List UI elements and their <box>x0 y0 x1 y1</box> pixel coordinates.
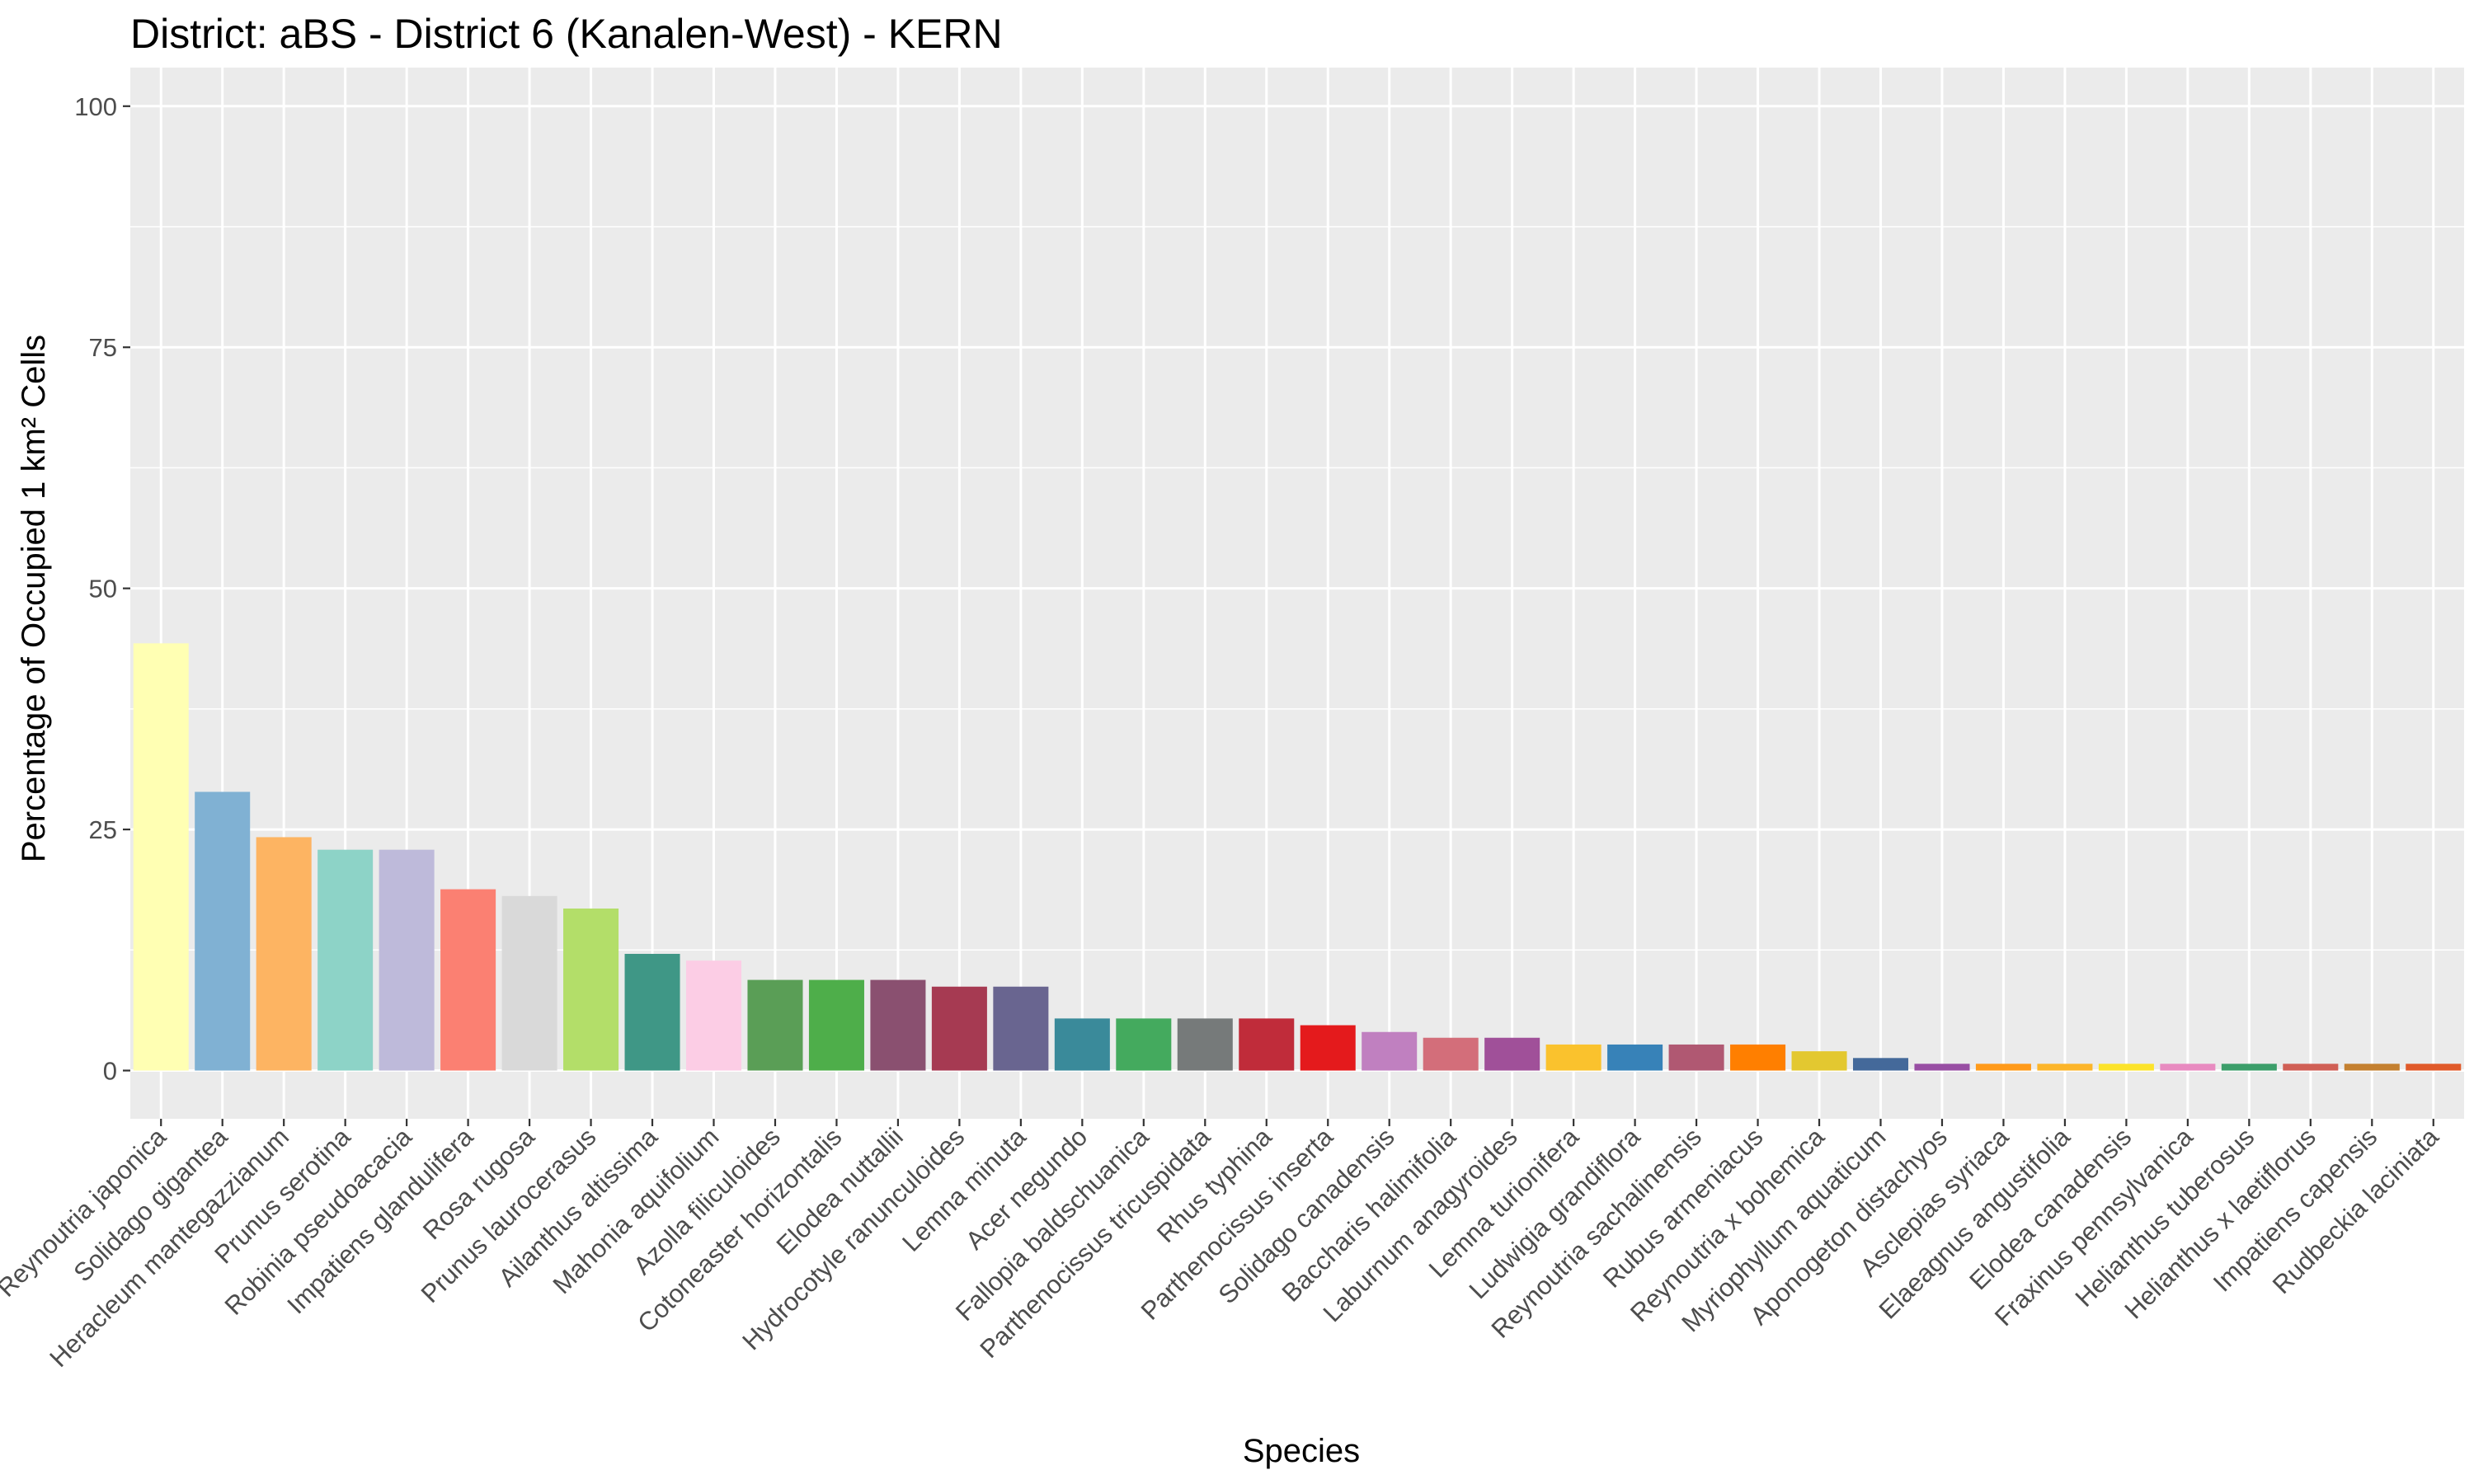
bar <box>2283 1064 2339 1071</box>
bar <box>2221 1064 2277 1071</box>
bar <box>1607 1044 1663 1071</box>
bar <box>1730 1044 1786 1071</box>
bar <box>2406 1064 2462 1071</box>
bar <box>1914 1064 1970 1071</box>
bar <box>1362 1031 1418 1071</box>
y-tick-label: 100 <box>74 92 117 121</box>
bar <box>501 895 557 1071</box>
bar <box>440 889 496 1071</box>
bar <box>256 837 312 1071</box>
bar <box>1484 1037 1540 1071</box>
x-tick-label: Heracleum mantegazzianum <box>44 1122 294 1373</box>
bar <box>563 909 619 1071</box>
bar <box>747 979 803 1071</box>
bar <box>2098 1064 2154 1071</box>
bar <box>1852 1058 1909 1071</box>
bar <box>1423 1037 1479 1071</box>
bar <box>1239 1018 1295 1071</box>
bar <box>624 953 680 1071</box>
x-axis-title: Species <box>1243 1433 1360 1469</box>
bar <box>808 979 864 1071</box>
bar <box>685 960 742 1071</box>
y-tick-label: 50 <box>89 575 117 603</box>
bar <box>1177 1018 1233 1071</box>
bar <box>2160 1064 2216 1071</box>
bar <box>1116 1018 1172 1071</box>
bar <box>931 986 987 1071</box>
bars <box>133 643 2462 1071</box>
y-tick-label: 0 <box>103 1057 117 1086</box>
y-axis-title: Percentage of Occupied 1 km² Cells <box>16 335 52 862</box>
y-tick-label: 25 <box>89 815 117 844</box>
bar <box>1668 1044 1724 1071</box>
bar <box>133 643 189 1071</box>
bar <box>1054 1018 1110 1071</box>
bar <box>870 979 926 1071</box>
chart-title: District: aBS - District 6 (Kanalen-West… <box>130 11 1003 57</box>
bar <box>1975 1064 2031 1071</box>
bar <box>2037 1064 2093 1071</box>
bar <box>379 849 435 1071</box>
bar <box>1791 1051 1847 1071</box>
bar <box>1545 1044 1602 1071</box>
y-tick-label: 75 <box>89 333 117 362</box>
bar <box>317 849 374 1071</box>
bar <box>195 791 251 1071</box>
bar <box>993 986 1049 1071</box>
bar <box>1300 1025 1356 1071</box>
bar <box>2344 1064 2400 1071</box>
